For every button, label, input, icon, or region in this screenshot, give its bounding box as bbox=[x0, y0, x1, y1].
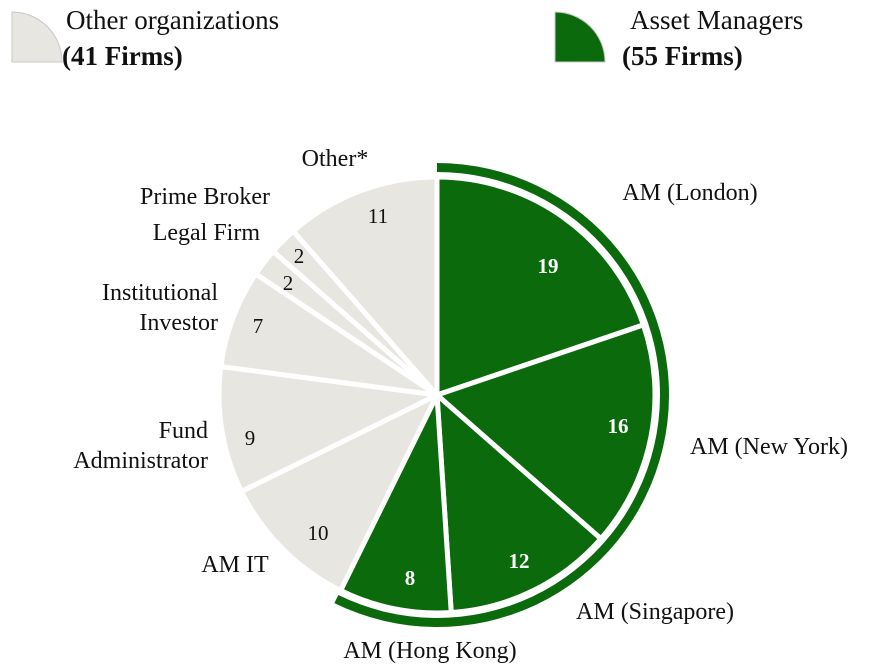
value-label: 2 bbox=[283, 271, 294, 295]
category-label: Other* bbox=[301, 146, 369, 172]
pie-slice bbox=[238, 392, 440, 594]
category-label: Institutional Investor bbox=[102, 280, 218, 336]
legend-count: (55 Firms) bbox=[622, 41, 743, 71]
legend-icon bbox=[11, 11, 63, 63]
value-label: 10 bbox=[308, 521, 329, 545]
pie-slice bbox=[434, 392, 604, 616]
legend-name: Other organizations bbox=[66, 5, 280, 35]
pie-slice bbox=[434, 322, 658, 542]
category-label: Prime Broker bbox=[140, 184, 270, 210]
legend-name: Asset Managers bbox=[630, 5, 804, 35]
category-label: AM (Singapore) bbox=[576, 599, 734, 625]
value-label: 19 bbox=[538, 254, 559, 278]
legend-count: (41 Firms) bbox=[62, 41, 183, 71]
pie-slice bbox=[338, 392, 454, 616]
value-label: 7 bbox=[253, 314, 264, 338]
value-label: 8 bbox=[405, 566, 416, 590]
pie-slice bbox=[290, 174, 440, 398]
value-label: 16 bbox=[608, 414, 629, 438]
value-label: 11 bbox=[368, 204, 388, 228]
category-label: AM (Hong Kong) bbox=[343, 638, 517, 664]
category-label: Fund Administrator bbox=[73, 418, 208, 474]
legend-icon bbox=[554, 11, 606, 63]
category-label: AM (New York) bbox=[689, 434, 848, 460]
value-label: 9 bbox=[245, 426, 256, 450]
pie-slice bbox=[216, 364, 440, 494]
category-label: AM IT bbox=[201, 552, 269, 578]
value-label: 12 bbox=[509, 549, 530, 573]
category-label: AM (London) bbox=[622, 180, 758, 206]
value-label: 2 bbox=[294, 244, 305, 268]
category-label: Legal Firm bbox=[152, 220, 260, 246]
